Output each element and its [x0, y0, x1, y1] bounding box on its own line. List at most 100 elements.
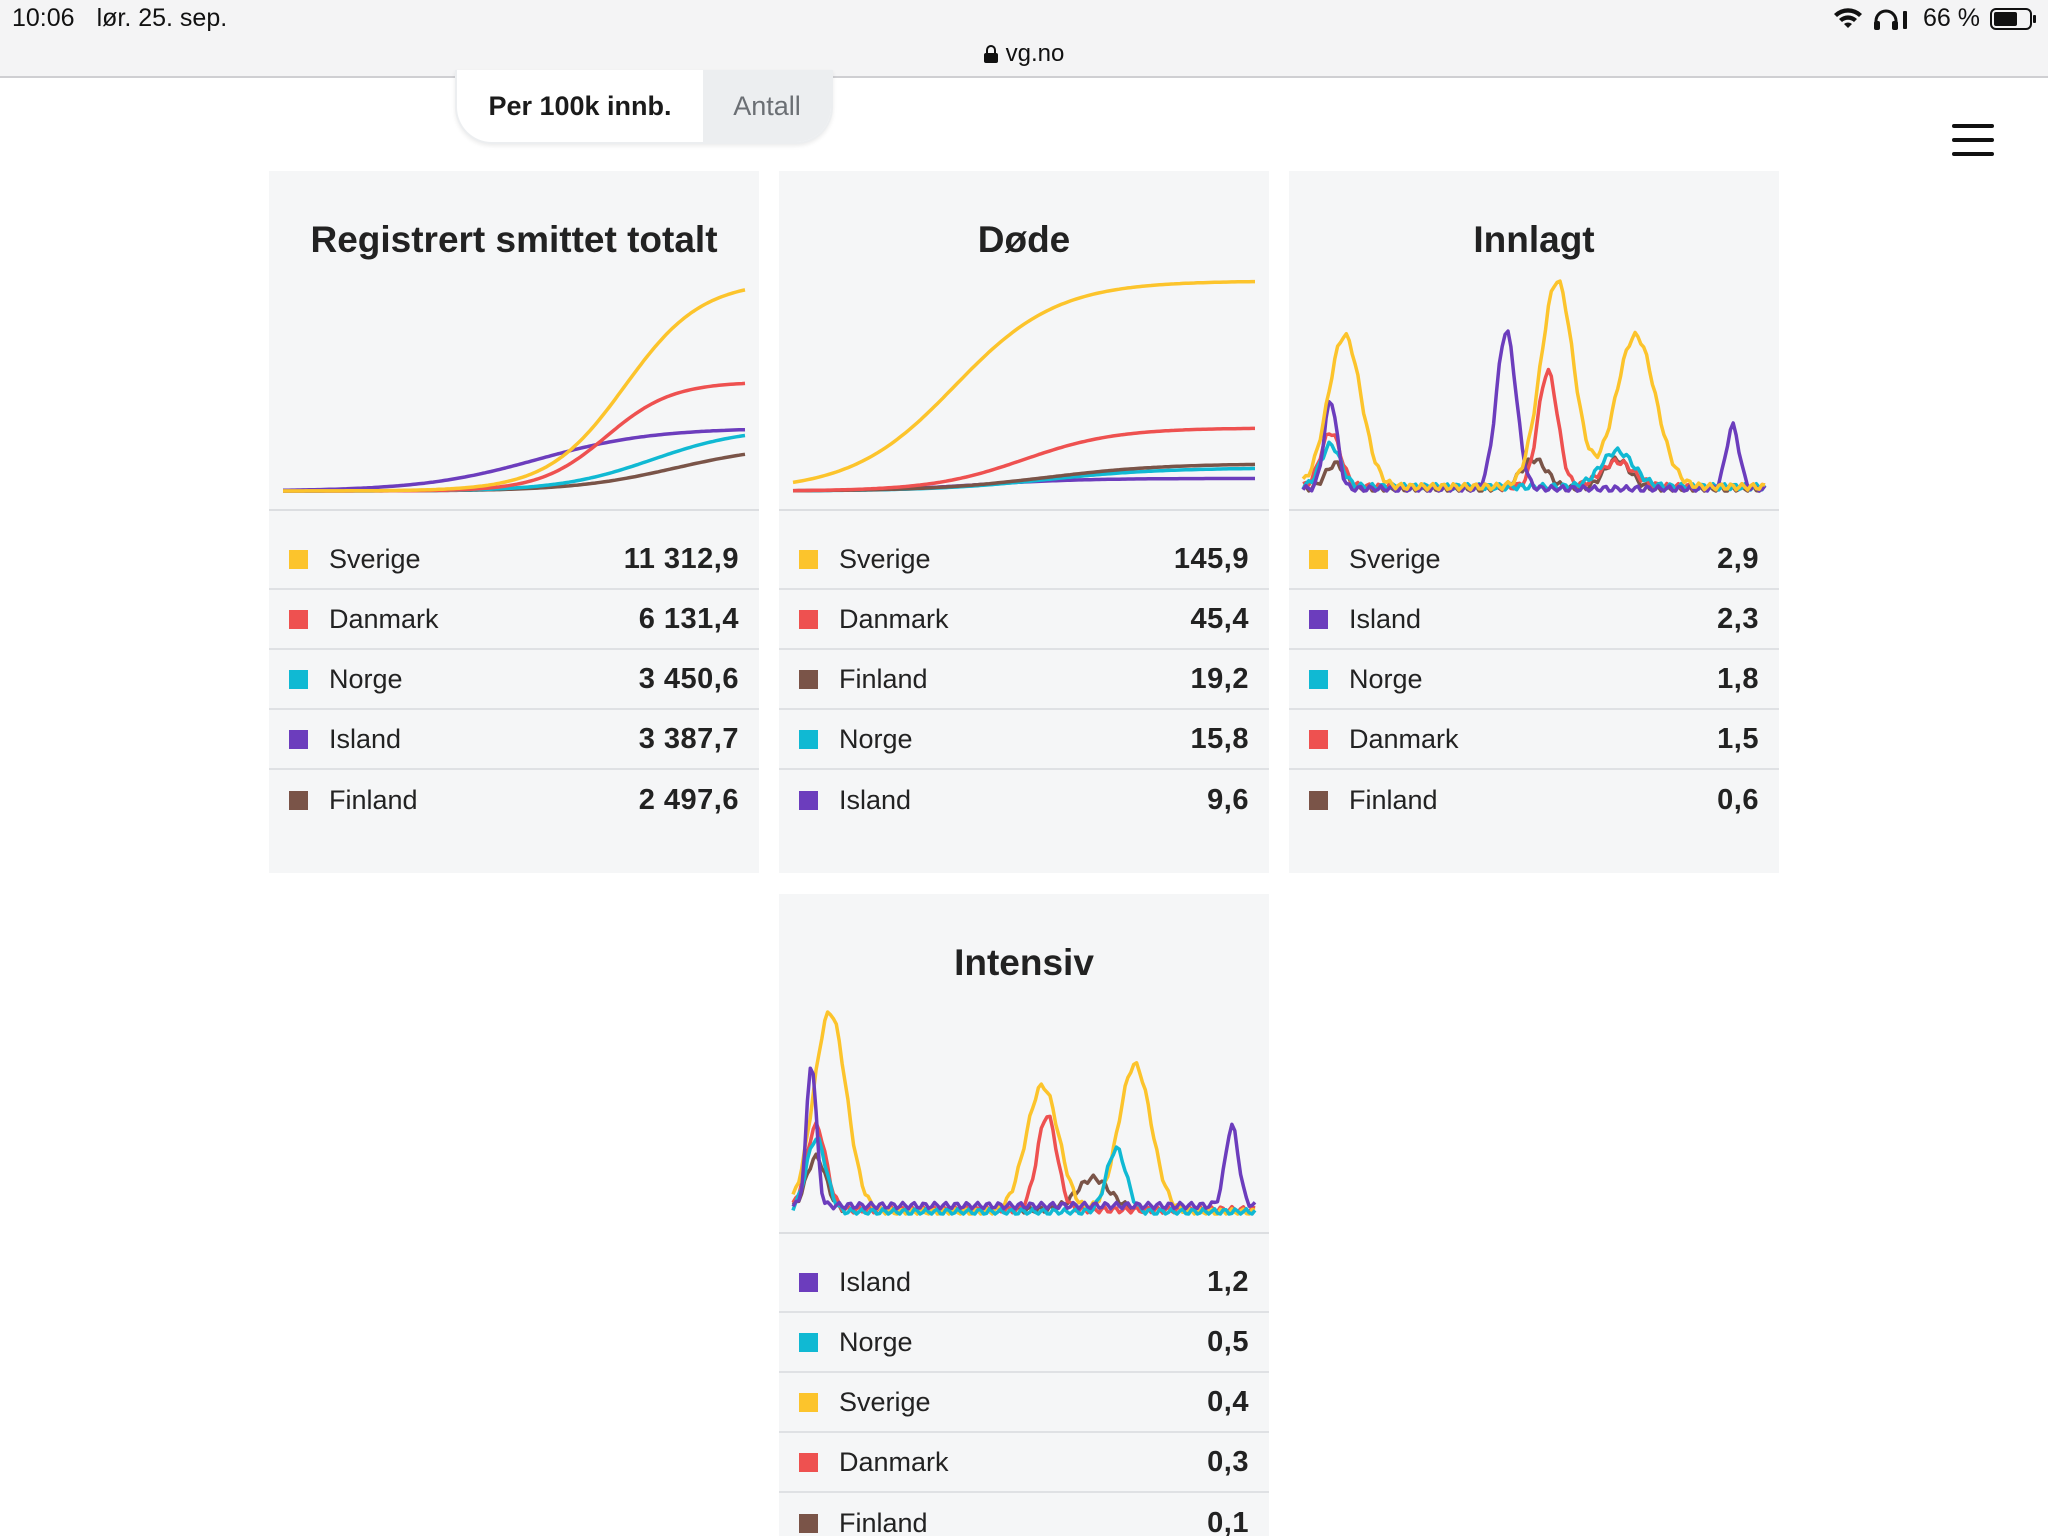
country-value: 0,6 [1717, 783, 1759, 816]
color-swatch [289, 790, 308, 810]
color-swatch [289, 729, 308, 749]
color-swatch [799, 790, 818, 810]
legend-row-finland: Finland 2 497,6 [269, 770, 759, 830]
unit-toggle: Per 100k innb. Antall [455, 70, 833, 144]
country-name: Danmark [1349, 723, 1459, 754]
country-value: 9,6 [1207, 783, 1249, 816]
country-name: Danmark [329, 603, 439, 634]
country-value: 1,2 [1207, 1265, 1249, 1298]
legend-row-finland: Finland 0,1 [779, 1493, 1269, 1536]
legend-row-island: Island 1,2 [779, 1253, 1269, 1313]
color-swatch [799, 1392, 818, 1412]
series-line-sverige [792, 279, 1255, 485]
legend-row-island: Island 9,6 [779, 770, 1269, 830]
country-value: 145,9 [1173, 542, 1249, 575]
legend-row-sverige: Sverige 0,4 [779, 1373, 1269, 1433]
country-value: 0,4 [1207, 1385, 1249, 1418]
chart-divider [779, 509, 1269, 511]
country-value: 2 497,6 [638, 783, 739, 816]
legend-row-danmark: Danmark 0,3 [779, 1433, 1269, 1493]
card-title: Innlagt [1473, 219, 1595, 260]
battery-icon [1990, 7, 2036, 30]
color-swatch [289, 549, 308, 569]
color-swatch [799, 549, 818, 569]
color-swatch [799, 669, 818, 689]
country-name: Finland [1349, 784, 1438, 815]
color-swatch [1309, 669, 1328, 689]
series-line-sverige [1301, 279, 1766, 492]
country-name: Sverige [1349, 543, 1441, 574]
series-line-norge [283, 433, 746, 493]
color-swatch [799, 1332, 818, 1352]
status-right: 66 % [1833, 4, 2038, 33]
country-value: 2,3 [1717, 602, 1759, 635]
color-swatch [1309, 609, 1328, 629]
country-legend: Sverige 145,9 Danmark 45,4 Finland 19,2 Norge 1… [779, 530, 1269, 830]
trend-chart [1301, 279, 1767, 493]
color-swatch [799, 1272, 818, 1292]
status-left: 10:06 lør. 25. sep. [12, 4, 227, 33]
color-swatch [799, 729, 818, 749]
country-name: Finland [839, 1507, 928, 1536]
status-time: 10:06 [12, 4, 75, 32]
legend-row-sverige: Sverige 11 312,9 [269, 530, 759, 590]
series-line-sverige [791, 1010, 1256, 1216]
country-name: Norge [1349, 663, 1423, 694]
series-line-norge [791, 1136, 1257, 1216]
legend-row-island: Island 3 387,7 [269, 710, 759, 770]
country-value: 0,5 [1207, 1325, 1249, 1358]
legend-row-sverige: Sverige 145,9 [779, 530, 1269, 590]
legend-row-finland: Finland 19,2 [779, 650, 1269, 710]
legend-row-island: Island 2,3 [1289, 590, 1779, 650]
country-value: 11 312,9 [623, 542, 739, 575]
trend-chart [791, 1010, 1257, 1216]
country-name: Danmark [839, 603, 949, 634]
country-value: 0,1 [1207, 1506, 1249, 1536]
country-value: 1,8 [1717, 662, 1759, 695]
headphones-icon [1874, 9, 1908, 30]
legend-row-norge: Norge 15,8 [779, 710, 1269, 770]
country-legend: Sverige 11 312,9 Danmark 6 131,4 Norge 3 450,… [269, 530, 759, 830]
legend-row-norge: Norge 1,8 [1289, 650, 1779, 710]
country-name: Danmark [839, 1446, 949, 1477]
legend-row-danmark: Danmark 1,5 [1289, 710, 1779, 770]
legend-row-norge: Norge 0,5 [779, 1313, 1269, 1373]
country-value: 3 387,7 [638, 722, 739, 755]
country-legend: Sverige 2,9 Island 2,3 Norge 1,8 Danmark 1,5 Fin… [1289, 530, 1779, 830]
legend-row-finland: Finland 0,6 [1289, 770, 1779, 830]
country-name: Sverige [839, 1386, 931, 1417]
country-value: 1,5 [1717, 722, 1759, 755]
address-bar[interactable]: vg.no [0, 40, 2048, 68]
trend-chart [283, 288, 746, 493]
country-name: Sverige [839, 543, 931, 574]
battery-percent: 66 % [1923, 4, 1980, 32]
legend-row-norge: Norge 3 450,6 [269, 650, 759, 710]
country-value: 15,8 [1190, 722, 1249, 755]
series-line-danmark [283, 381, 746, 493]
card-title: Døde [977, 219, 1071, 260]
country-name: Island [329, 723, 402, 754]
legend-row-danmark: Danmark 45,4 [779, 590, 1269, 650]
status-date: lør. 25. sep. [96, 4, 228, 32]
country-name: Norge [839, 1326, 913, 1357]
wifi-icon [1834, 7, 1863, 28]
series-line-danmark [793, 426, 1255, 493]
card-title: Registrert smittet totalt [310, 219, 718, 260]
color-swatch [799, 1452, 818, 1472]
country-value: 2,9 [1717, 542, 1759, 575]
color-swatch [799, 609, 818, 629]
series-line-danmark [791, 1114, 1256, 1215]
lock-icon [983, 45, 998, 63]
country-name: Finland [839, 663, 928, 694]
series-line-island [791, 1066, 1257, 1211]
color-swatch [1309, 729, 1328, 749]
toggle-antall[interactable]: Antall [703, 70, 831, 142]
toggle-per-100k[interactable]: Per 100k innb. [488, 90, 672, 121]
hamburger-menu-icon[interactable] [1952, 122, 1996, 158]
chart-divider [269, 509, 759, 511]
card-title: Intensiv [954, 942, 1094, 983]
browser-status-bar: 10:06 lør. 25. sep. 66 % vg.no [0, 0, 2048, 78]
chart-divider [779, 1232, 1269, 1234]
country-value: 3 450,6 [638, 662, 739, 695]
card-registrert-smittet: Registrert smittet totalt Sverige 11 312,9… [269, 171, 759, 873]
